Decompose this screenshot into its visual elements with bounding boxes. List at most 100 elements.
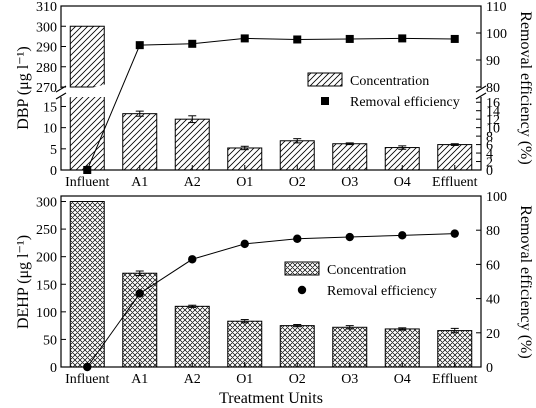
dbp-y-tick-label: 310 — [36, 0, 57, 15]
x-tick-label: O4 — [394, 372, 411, 387]
dehp-y-tick-label: 150 — [36, 278, 57, 293]
dehp-y-axis-title: DEHP (μg l⁻¹) — [15, 235, 32, 329]
dbp-y2-tick-label: 14 — [486, 105, 500, 120]
dbp-y-tick-label: 10 — [43, 122, 57, 137]
dbp-y-tick-label: 270 — [36, 81, 57, 96]
axis-break-mark — [55, 92, 67, 100]
x-tick-label: A2 — [184, 372, 201, 387]
legend-removal-label: Removal efficiency — [350, 95, 460, 110]
dbp-y-tick-label: 0 — [50, 164, 57, 179]
dbp-y2-tick-label: 100 — [486, 27, 507, 42]
dbp-removal-marker — [135, 41, 144, 50]
bar-break-cut — [66, 84, 108, 98]
dbp-y2-tick-label: 8 — [486, 130, 493, 145]
dbp-bar-influent-lower — [69, 94, 105, 171]
dbp-y2-tick-label: 16 — [486, 96, 500, 111]
axis-break-mark — [475, 92, 487, 100]
legend-removal-label: Removal efficiency — [327, 284, 437, 299]
dbp-y2-tick-label: 10 — [486, 122, 500, 137]
dehp-y2-tick-label: 40 — [486, 293, 500, 308]
dehp-y-tick-label: 50 — [43, 333, 57, 348]
bottom-panel: 0 50 100 150 200 250 300 0 20 40 60 80 100 Influent A1… — [15, 190, 534, 407]
dehp-removal-marker — [450, 229, 459, 238]
dehp-y2-axis-title: Removal efficiency (%) — [517, 205, 534, 358]
legend-concentration-swatch — [307, 72, 343, 87]
dehp-removal-marker — [293, 234, 302, 243]
dehp-y-tick-label: 0 — [50, 361, 57, 376]
dbp-y2-tick-label: 6 — [486, 139, 493, 154]
dbp-y2-tick-label: 2 — [486, 156, 493, 171]
dehp-removal-line — [86, 233, 455, 368]
dehp-bar-a2 — [174, 305, 210, 368]
dbp-y2-tick-label: 90 — [486, 54, 500, 69]
x-tick-label: O1 — [236, 372, 253, 387]
dehp-y2-tick-label: 20 — [486, 327, 500, 342]
x-tick-label: A1 — [131, 175, 148, 190]
dehp-removal-marker — [188, 255, 197, 264]
dbp-y-tick-label: 15 — [43, 100, 57, 115]
dbp-y-tick-label: 300 — [36, 20, 57, 35]
dehp-y2-tick-label: 80 — [486, 224, 500, 239]
x-axis-title: Treatment Units — [219, 390, 323, 407]
dehp-bar-influent — [69, 201, 105, 368]
x-tick-label: O1 — [236, 175, 253, 190]
dbp-removal-marker — [188, 39, 197, 48]
dehp-bar-effluent — [437, 330, 473, 368]
dehp-y-tick-label: 200 — [36, 251, 57, 266]
dbp-y-tick-label: 5 — [50, 143, 57, 158]
dbp-removal-marker — [293, 35, 302, 44]
dbp-bar-a1 — [122, 113, 158, 171]
dbp-removal-line — [86, 37, 455, 171]
x-tick-label: O4 — [394, 175, 411, 190]
top-panel: 2702802903003100510150246810121416809010… — [15, 0, 534, 190]
x-tick-label: Effluent — [432, 372, 478, 387]
dbp-removal-marker — [345, 34, 354, 43]
dehp-removal-marker — [83, 362, 92, 372]
dbp-y-tick-label: 280 — [36, 61, 57, 76]
x-tick-label: Influent — [65, 372, 109, 387]
dbp-y2-tick-label: 110 — [486, 0, 506, 15]
dbp-removal-marker — [450, 34, 459, 43]
legend-concentration-swatch — [284, 261, 320, 276]
dbp-bar-influent-upper — [69, 25, 105, 88]
dbp-removal-marker — [240, 34, 249, 43]
dbp-y2-tick-label: 12 — [486, 113, 500, 128]
legend-removal-swatch — [321, 97, 329, 105]
dbp-y2-tick-label: 80 — [486, 81, 500, 96]
bottom-plot-frame — [60, 195, 482, 368]
dehp-y-tick-label: 100 — [36, 306, 57, 321]
dehp-bar-o1 — [227, 320, 263, 368]
x-tick-label: O2 — [289, 372, 306, 387]
dbp-removal-marker — [83, 166, 92, 174]
dehp-y2-tick-label: 100 — [486, 190, 507, 205]
dehp-removal-marker — [240, 239, 249, 249]
dehp-removal-marker — [135, 289, 144, 298]
dbp-y-axis-title: DBP (μg l⁻¹) — [15, 46, 32, 129]
dehp-bar-o4 — [384, 328, 420, 368]
x-tick-label: Influent — [65, 175, 109, 190]
dehp-removal-marker — [345, 232, 354, 242]
dehp-bar-o3 — [332, 326, 368, 368]
dbp-y2-axis-title: Removal efficiency (%) — [517, 11, 534, 164]
dbp-y2-tick-label: 4 — [486, 147, 493, 162]
dbp-removal-marker — [398, 34, 407, 43]
legend-concentration-label: Concentration — [327, 263, 406, 278]
legend-concentration-label: Concentration — [350, 74, 429, 89]
dehp-y-tick-label: 300 — [36, 196, 57, 211]
dbp-bar-a2 — [174, 118, 210, 171]
dehp-y-tick-label: 250 — [36, 223, 57, 238]
axis-break-gap — [53, 88, 489, 97]
dehp-bar-a1 — [122, 272, 158, 368]
axis-break-mark — [475, 85, 487, 93]
dbp-y-tick-label: 290 — [36, 41, 57, 56]
x-tick-label: A2 — [184, 175, 201, 190]
dehp-y2-tick-label: 60 — [486, 258, 500, 273]
legend-removal-swatch — [297, 285, 307, 295]
dehp-removal-marker — [398, 231, 407, 240]
x-tick-label: A1 — [131, 372, 148, 387]
x-tick-label: Effluent — [432, 175, 478, 190]
dehp-bar-o2 — [279, 325, 315, 368]
x-tick-label: O2 — [289, 175, 306, 190]
x-tick-label: O3 — [341, 175, 358, 190]
